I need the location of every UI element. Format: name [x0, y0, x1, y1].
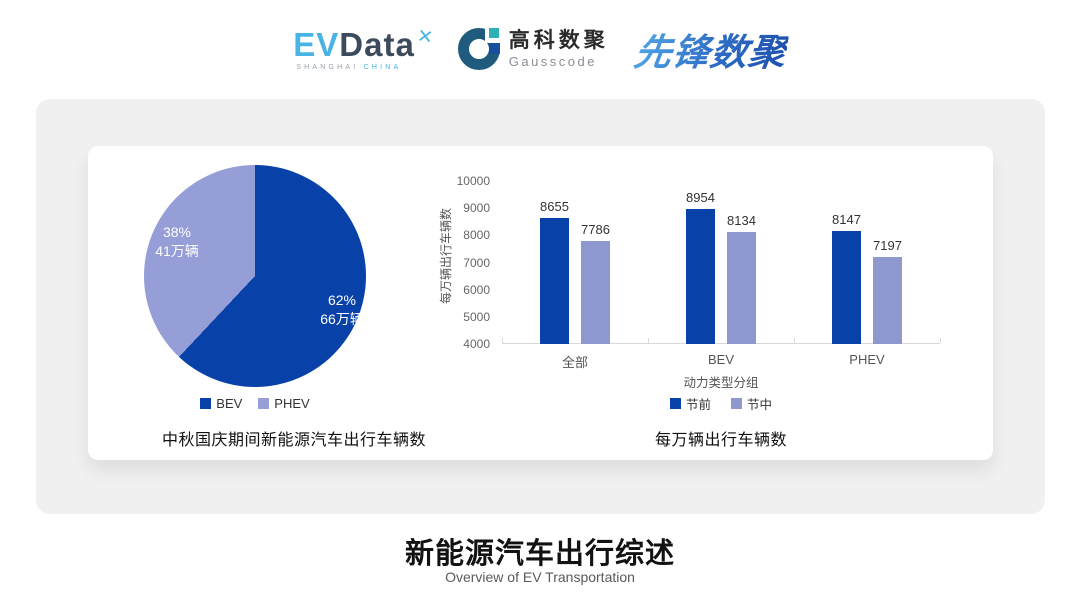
header-logos: EVData✕ SHANGHAI CHINA 高科数聚 Gausscode 先锋…: [0, 22, 1080, 76]
bar-value-label: 7786: [581, 222, 610, 238]
bar-value-label: 8134: [727, 212, 756, 228]
bar-group-BEV: 8954 8134: [648, 181, 794, 344]
bar-chart-title: 每万辆出行车辆数: [654, 432, 787, 449]
y-tick-label: 9000: [463, 201, 490, 216]
gausscode-logo: 高科数聚 Gausscode: [457, 28, 609, 70]
bev-percent-label: 62%: [327, 292, 357, 308]
bar-value-label: 8655: [540, 198, 569, 214]
g-teal-square: [488, 28, 499, 38]
x-axis-tick: [502, 338, 503, 343]
pie-label-bev: 62% 66万辆: [302, 291, 382, 329]
legend-mid-holiday-label: 节中: [747, 398, 773, 412]
g-blue-square: [488, 43, 500, 54]
legend-pre-holiday-label: 节前: [685, 398, 711, 412]
evdata-subtext: SHANGHAI CHINA: [293, 64, 401, 71]
legend-bev-label: BEV: [216, 396, 243, 411]
x-axis-tick: [647, 338, 649, 343]
bar-节前-全部: 8655: [540, 199, 569, 344]
y-tick-label: 6000: [463, 282, 490, 297]
legend-item-phev: PHEV: [258, 396, 310, 411]
gausscode-wordmark: 高科数聚 Gausscode: [509, 29, 609, 68]
phev-percent-label: 38%: [162, 224, 192, 240]
bar-value-label: 8954: [686, 190, 715, 206]
page-subtitle: Overview of EV Transportation: [445, 569, 635, 585]
pie-chart-title: 中秋国庆期间新能源汽车出行车辆数: [161, 432, 426, 449]
bar-group-全部: 8655 7786: [502, 181, 648, 344]
y-tick-label: 4000: [463, 337, 490, 351]
report-panel: 38% 41万辆 62% 66万辆 BEV PHEV 中秋国庆期间新能源汽车出行…: [36, 99, 1045, 514]
evdata-ev-text: EV: [293, 25, 340, 63]
bar-节前-PHEV: 8147: [832, 212, 861, 344]
evdata-china-text: CHINA: [363, 63, 402, 71]
bar-节中-PHEV: 7197: [873, 238, 902, 344]
bar-groups: 8655 7786 8954 8134 8147 7197: [502, 181, 940, 344]
bar-节前-BEV: 8954: [686, 190, 715, 344]
bev-swatch-icon: [200, 398, 212, 409]
xianfeng-logo: 先锋数聚: [631, 22, 791, 76]
bar-x-axis-title: 动力类型分组: [683, 376, 759, 390]
bar-value-label: 8147: [832, 212, 861, 228]
gausscode-cn-text: 高科数聚: [508, 29, 609, 53]
pie-label-phev: 38% 41万辆: [137, 223, 217, 261]
category-label: PHEV: [849, 352, 885, 367]
gausscode-en-text: Gausscode: [508, 53, 597, 69]
y-tick-label: 7000: [463, 255, 490, 270]
bar-节中-BEV: 8134: [727, 213, 756, 344]
phev-swatch-icon: [258, 398, 270, 409]
bev-value-label: 66万辆: [320, 310, 364, 327]
bar-节中-全部: 7786: [581, 222, 610, 344]
bar-group-PHEV: 8147 7197: [794, 181, 940, 344]
mid-holiday-swatch-icon: [731, 398, 742, 409]
evdata-logo: EVData✕ SHANGHAI CHINA: [293, 25, 435, 71]
category-label: BEV: [707, 352, 734, 367]
bar-legend: 节前 节中: [502, 394, 940, 413]
evdata-sparkle-icon: ✕: [415, 25, 436, 49]
x-axis-tick: [793, 338, 795, 343]
legend-item-mid-holiday: 节中: [731, 394, 772, 413]
category-labels: 全部 BEV PHEV: [502, 352, 940, 371]
pie-legend: BEV PHEV: [88, 396, 422, 411]
y-tick-label: 8000: [463, 228, 490, 243]
y-tick-label: 5000: [463, 309, 490, 324]
phev-value-label: 41万辆: [155, 242, 199, 259]
evdata-data-text: Data: [339, 25, 415, 63]
pie-chart: [144, 165, 366, 387]
x-axis-tick: [940, 338, 941, 343]
evdata-wordmark: EVData✕: [293, 25, 435, 63]
y-axis-ticks: 4000 5000 6000 7000 8000 9000 10000: [438, 174, 490, 351]
evdata-shanghai-text: SHANGHAI: [296, 63, 359, 71]
category-label: 全部: [561, 355, 588, 370]
legend-item-bev: BEV: [200, 396, 242, 411]
y-tick-label: 10000: [456, 174, 490, 188]
legend-item-pre-holiday: 节前: [669, 394, 711, 413]
page-title: 新能源汽车出行综述: [404, 538, 675, 570]
gausscode-g-icon: [457, 28, 500, 70]
charts-card: 38% 41万辆 62% 66万辆 BEV PHEV 中秋国庆期间新能源汽车出行…: [88, 146, 993, 460]
bar-plot: [502, 181, 941, 344]
legend-phev-label: PHEV: [274, 396, 310, 411]
bar-value-label: 7197: [873, 238, 902, 254]
pre-holiday-swatch-icon: [669, 398, 681, 409]
